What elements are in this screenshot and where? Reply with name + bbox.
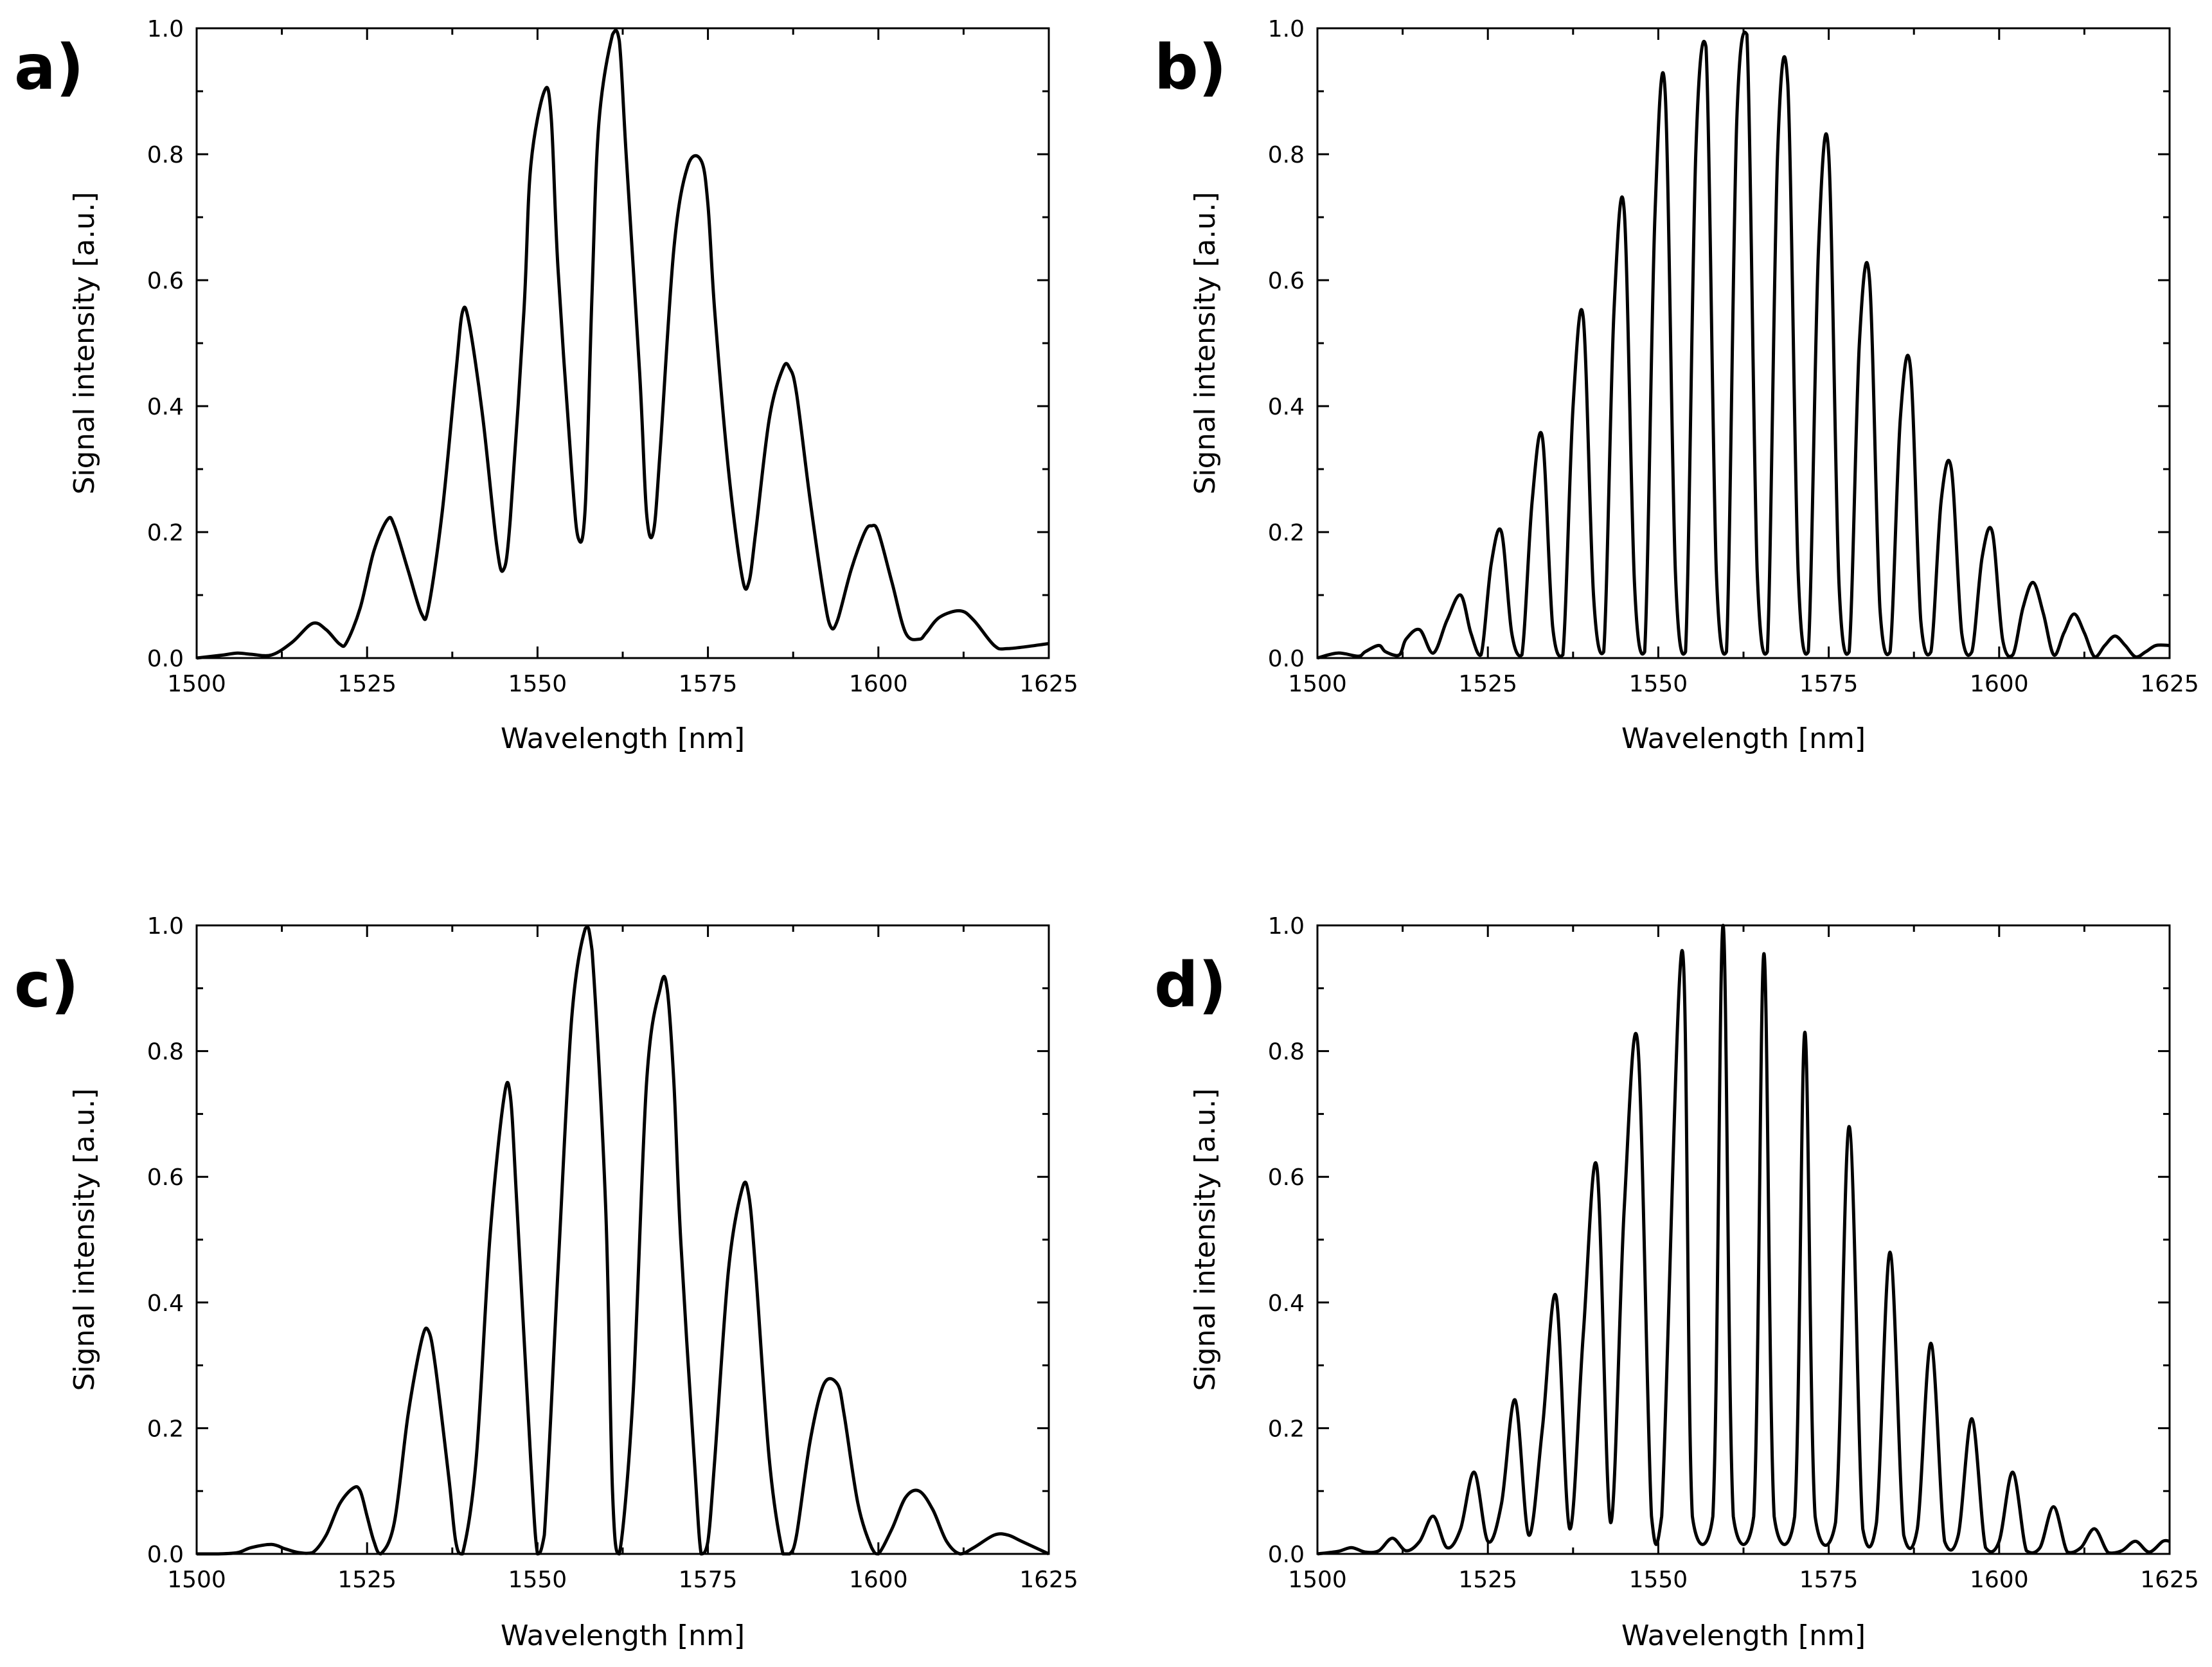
panel-d-x-tick-label: 1550 <box>1629 1567 1688 1593</box>
panel-a-x-tick-label: 1550 <box>508 671 567 697</box>
panel-d-y-tick-label: 0.8 <box>1268 1039 1305 1065</box>
panel-c-x-tick-label: 1600 <box>849 1567 908 1593</box>
panel-a-y-tick-label: 0.8 <box>147 142 184 168</box>
panel-d-y-tick-label: 0.2 <box>1268 1416 1305 1442</box>
panel-c-y-axis-title: Signal intensity [a.u.] <box>68 1088 101 1391</box>
panel-d-x-axis-title: Wavelength [nm] <box>1621 1619 1866 1652</box>
panel-d-y-axis-title: Signal intensity [a.u.] <box>1189 1088 1222 1391</box>
panel-a-y-tick-label: 0.6 <box>147 268 184 294</box>
panel-a-x-axis-title: Wavelength [nm] <box>501 722 745 755</box>
panel-c-y-tick-label: 0.8 <box>147 1039 184 1065</box>
panel-c-y-tick-label: 0.6 <box>147 1164 184 1191</box>
panel-c-y-tick-label: 0.0 <box>147 1542 184 1568</box>
panel-a-y-axis-title: Signal intensity [a.u.] <box>68 192 101 494</box>
panel-d: d) Wavelength [nm] Signal intensity [a.u… <box>1154 913 2199 1652</box>
panel-b-y-tick-label: 1.0 <box>1268 16 1305 42</box>
panel-c-spectrum-line <box>196 925 1050 1556</box>
panel-b-y-tick-label: 0.2 <box>1268 520 1305 546</box>
panel-b-x-tick-label: 1500 <box>1288 671 1347 697</box>
panel-c-x-tick-label: 1500 <box>167 1567 226 1593</box>
panel-c-x-axis-title: Wavelength [nm] <box>501 1619 745 1652</box>
panel-c-x-tick-label: 1550 <box>508 1567 567 1593</box>
panel-c-label: c) <box>14 949 79 1021</box>
panel-c: c) Wavelength [nm] Signal intensity [a.u… <box>14 913 1078 1652</box>
panel-b-x-tick-label: 1600 <box>1970 671 2029 697</box>
panel-d-y-tick-label: 0.0 <box>1268 1542 1305 1568</box>
panel-d-spectrum-line <box>1317 923 2170 1556</box>
panel-a-x-tick-label: 1575 <box>679 671 738 697</box>
panel-b: b) Wavelength [nm] Signal intensity [a.u… <box>1154 16 2199 755</box>
panel-a-x-tick-label: 1500 <box>167 671 226 697</box>
panel-a-y-tick-label: 0.4 <box>147 394 184 420</box>
panel-a-x-tick-label: 1525 <box>337 671 397 697</box>
panel-d-x-tick-label: 1500 <box>1288 1567 1347 1593</box>
panel-b-y-tick-label: 0.6 <box>1268 268 1305 294</box>
panel-c-y-tick-label: 1.0 <box>147 913 184 940</box>
panel-d-x-tick-label: 1575 <box>1799 1567 1859 1593</box>
panel-a-x-tick-label: 1600 <box>849 671 908 697</box>
panel-c-y-tick-label: 0.2 <box>147 1416 184 1442</box>
panel-a: a) Wavelength [nm] Signal intensity [a.u… <box>14 16 1078 755</box>
panel-c-x-tick-label: 1575 <box>679 1567 738 1593</box>
panel-b-x-tick-label: 1625 <box>2140 671 2199 697</box>
panel-a-y-tick-label: 1.0 <box>147 16 184 42</box>
panel-c-y-tick-label: 0.4 <box>147 1290 184 1317</box>
panel-b-x-axis-title: Wavelength [nm] <box>1621 722 1866 755</box>
panel-b-x-tick-label: 1525 <box>1458 671 1517 697</box>
panel-b-spectrum-line <box>1317 30 2170 660</box>
panel-d-x-tick-label: 1600 <box>1970 1567 2029 1593</box>
panel-d-x-tick-label: 1525 <box>1458 1567 1517 1593</box>
panel-b-x-tick-label: 1575 <box>1799 671 1859 697</box>
panel-b-y-tick-label: 0.0 <box>1268 646 1305 672</box>
panel-c-x-tick-label: 1525 <box>337 1567 397 1593</box>
panel-a-label: a) <box>14 31 84 103</box>
panel-b-y-tick-label: 0.4 <box>1268 394 1305 420</box>
panel-b-label: b) <box>1154 31 1227 103</box>
panel-d-label: d) <box>1154 949 1227 1021</box>
panel-a-x-tick-label: 1625 <box>1019 671 1078 697</box>
panel-a-spectrum-line <box>196 28 1049 660</box>
panel-c-x-tick-label: 1625 <box>1019 1567 1078 1593</box>
panel-d-y-tick-label: 0.4 <box>1268 1290 1305 1317</box>
panel-d-y-tick-label: 1.0 <box>1268 913 1305 940</box>
panel-b-x-tick-label: 1550 <box>1629 671 1688 697</box>
panel-a-y-tick-label: 0.0 <box>147 646 184 672</box>
panel-d-x-tick-label: 1625 <box>2140 1567 2199 1593</box>
panel-b-y-axis-title: Signal intensity [a.u.] <box>1189 192 1222 494</box>
panel-a-y-tick-label: 0.2 <box>147 520 184 546</box>
panel-b-y-tick-label: 0.8 <box>1268 142 1305 168</box>
panel-d-y-tick-label: 0.6 <box>1268 1164 1305 1191</box>
